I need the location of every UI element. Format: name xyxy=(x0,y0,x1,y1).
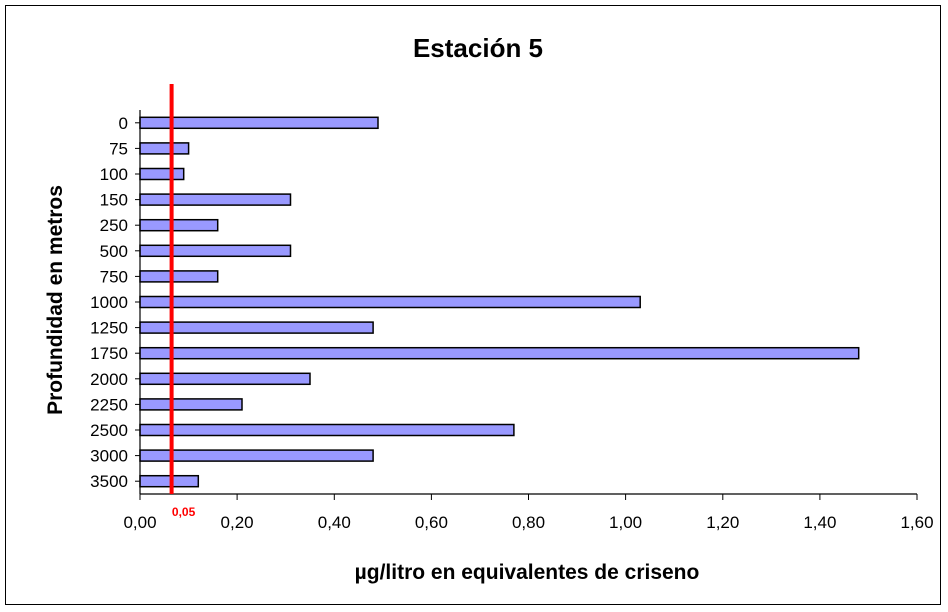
x-tick-label-1,00: 1,00 xyxy=(609,513,642,532)
bar-100 xyxy=(139,167,185,181)
x-tick-label-1,20: 1,20 xyxy=(706,513,739,532)
bar-750 xyxy=(139,270,219,283)
y-tick-label-75: 75 xyxy=(109,139,128,158)
bar-2500 xyxy=(139,423,515,437)
y-tick-label-1250: 1250 xyxy=(90,319,128,338)
x-tick-label-0,60: 0,60 xyxy=(415,513,448,532)
bar-150 xyxy=(139,193,292,206)
y-tick-label-2500: 2500 xyxy=(90,421,128,440)
y-tick-label-100: 100 xyxy=(100,165,128,184)
bar-0 xyxy=(139,116,379,130)
bar-500 xyxy=(139,244,292,258)
bar-3000 xyxy=(139,449,374,462)
y-tick-label-3500: 3500 xyxy=(90,472,128,491)
x-tick-label-0,20: 0,20 xyxy=(221,513,254,532)
chart-title: Estación 5 xyxy=(413,33,543,63)
y-tick-label-0: 0 xyxy=(119,114,128,133)
bar-2000 xyxy=(139,372,311,386)
x-tick-label-0,00: 0,00 xyxy=(123,513,156,532)
x-axis-title: µg/litro en equivalentes de criseno xyxy=(355,561,700,584)
bar-1000 xyxy=(139,295,641,309)
y-tick-label-1000: 1000 xyxy=(90,293,128,312)
y-tick-label-250: 250 xyxy=(100,216,128,235)
plot-area: 0 75 100 150 250 500 750 1000 1250 1750 2000 2250 25… xyxy=(90,84,934,532)
bar-3500 xyxy=(139,474,200,488)
x-tick-label-1,40: 1,40 xyxy=(803,513,836,532)
x-tick-label-1,60: 1,60 xyxy=(900,513,933,532)
y-tick-label-750: 750 xyxy=(100,267,128,286)
y-tick-label-2250: 2250 xyxy=(90,395,128,414)
bar-250 xyxy=(139,218,219,232)
bar-1750 xyxy=(139,346,860,360)
reference-line-label: 0,05 xyxy=(172,505,196,519)
y-tick-label-500: 500 xyxy=(100,242,128,261)
x-tick-label-0,40: 0,40 xyxy=(318,513,351,532)
bar-75 xyxy=(139,142,190,155)
y-tick-label-3000: 3000 xyxy=(90,447,128,466)
y-axis-title: Profundidad en metros xyxy=(44,185,67,415)
x-tick-label-0,80: 0,80 xyxy=(512,513,545,532)
y-tick-label-150: 150 xyxy=(100,191,128,210)
y-tick-label-2000: 2000 xyxy=(90,370,128,389)
bar-1250 xyxy=(139,321,374,334)
y-tick-label-1750: 1750 xyxy=(90,344,128,363)
bar-2250 xyxy=(139,398,243,411)
